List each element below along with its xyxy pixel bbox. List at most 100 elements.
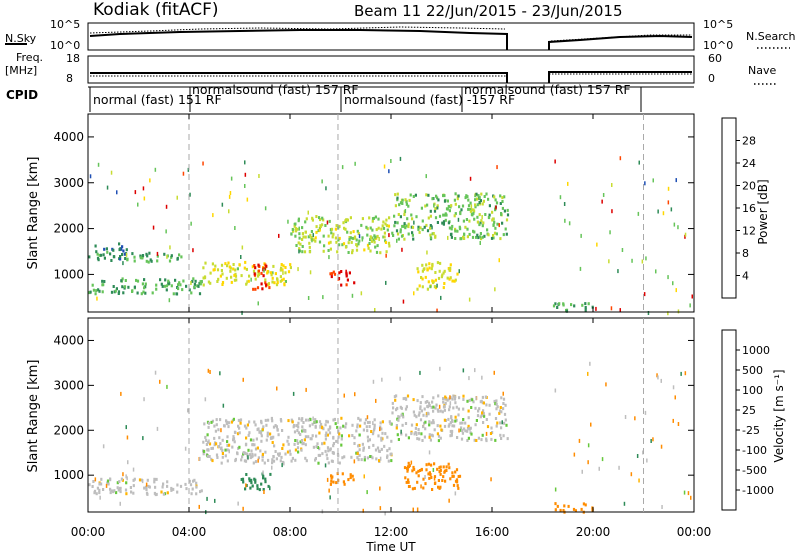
echo-cell — [254, 277, 257, 281]
echo-cell — [254, 266, 257, 270]
echo-cell — [332, 418, 335, 422]
echo-cell — [343, 482, 346, 486]
echo-cell — [98, 289, 101, 293]
echo-cell — [170, 254, 173, 258]
echo-cell — [422, 413, 425, 417]
echo-cell — [232, 435, 235, 439]
echo-cell — [395, 424, 398, 427]
echo-cell — [456, 197, 459, 201]
echo-speck — [257, 458, 259, 463]
echo-cell — [479, 232, 482, 235]
echo-cell — [314, 457, 317, 460]
echo-cell — [346, 230, 349, 234]
echo-cell — [451, 429, 454, 433]
echo-cell — [388, 244, 391, 248]
echo-cell — [94, 292, 97, 296]
echo-cell — [299, 433, 302, 436]
echo-cell — [505, 218, 509, 222]
echo-cell — [478, 201, 481, 204]
echo-cell — [161, 485, 164, 489]
echo-cell — [467, 198, 470, 202]
echo-cell — [316, 446, 320, 449]
echo-cell — [272, 425, 276, 429]
echo-speck — [645, 256, 647, 261]
colorbar-tick-label: 24 — [742, 157, 756, 170]
echo-cell — [314, 458, 317, 462]
echo-cell — [308, 245, 311, 249]
echo-speck — [675, 288, 677, 293]
echo-cell — [374, 448, 378, 452]
echo-cell — [124, 488, 128, 492]
echo-cell — [421, 277, 424, 281]
echo-cell — [399, 215, 402, 219]
echo-cell — [457, 413, 460, 417]
echo-speck — [125, 252, 128, 257]
echo-speck — [209, 370, 211, 374]
echo-speck — [667, 311, 669, 316]
echo-speck — [198, 504, 200, 509]
echo-cell — [293, 424, 296, 427]
echo-cell — [475, 192, 478, 196]
echo-cell — [362, 446, 365, 450]
echo-cell — [297, 431, 300, 435]
echo-cell — [172, 292, 175, 296]
echo-cell — [389, 421, 392, 425]
echo-cell — [274, 424, 277, 427]
echo-cell — [378, 459, 381, 463]
echo-cell — [281, 460, 284, 464]
echo-speck — [400, 429, 402, 434]
echo-cell — [232, 263, 235, 266]
echo-cell — [475, 235, 478, 239]
echo-cell — [396, 192, 399, 196]
echo-cell — [335, 481, 338, 485]
echo-speck — [655, 269, 657, 274]
echo-cell — [168, 259, 172, 263]
echo-cell — [246, 452, 249, 456]
echo-cell — [287, 435, 290, 439]
echo-cell — [284, 271, 287, 275]
echo-cell — [422, 425, 425, 429]
echo-cell — [441, 410, 444, 414]
nsearch-trace — [89, 26, 692, 42]
echo-speck — [432, 468, 435, 472]
echo-cell — [419, 469, 422, 472]
echo-cell — [243, 424, 247, 428]
echo-cell — [453, 279, 456, 283]
echo-cell — [499, 421, 502, 425]
echo-cell — [311, 218, 314, 222]
colorbar-tick-label: 16 — [742, 202, 756, 215]
echo-cell — [238, 426, 241, 430]
echo-cell — [356, 425, 359, 429]
echo-speck — [595, 306, 597, 311]
echo-cell — [388, 216, 391, 220]
echo-cell — [444, 397, 447, 401]
echo-cell — [414, 426, 417, 430]
echo-cell — [329, 240, 332, 244]
echo-cell — [473, 209, 476, 213]
echo-cell — [245, 442, 248, 446]
echo-cell — [471, 235, 475, 239]
echo-cell — [402, 415, 405, 419]
echo-cell — [411, 231, 414, 235]
echo-cell — [175, 292, 179, 296]
echo-cell — [480, 413, 483, 417]
echo-cell — [269, 271, 273, 275]
echo-cell — [477, 436, 480, 440]
echo-cell — [457, 194, 460, 198]
cpid-segment-2: normalsound (fast) 157 RF — [192, 82, 359, 97]
echo-cell — [109, 478, 112, 482]
echo-cell — [334, 236, 337, 240]
echo-cell — [228, 443, 231, 447]
echo-cell — [260, 439, 263, 443]
echo-cell — [334, 422, 337, 426]
echo-cell — [290, 232, 293, 236]
echo-speck — [647, 311, 650, 315]
echo-cell — [456, 484, 459, 488]
ytick-label: 2000 — [53, 423, 84, 437]
echo-cell — [238, 431, 241, 435]
echo-speck — [636, 454, 639, 458]
echo-cell — [242, 480, 245, 484]
echo-speck — [149, 178, 151, 183]
echo-cell — [271, 441, 274, 444]
echo-cell — [431, 400, 434, 404]
